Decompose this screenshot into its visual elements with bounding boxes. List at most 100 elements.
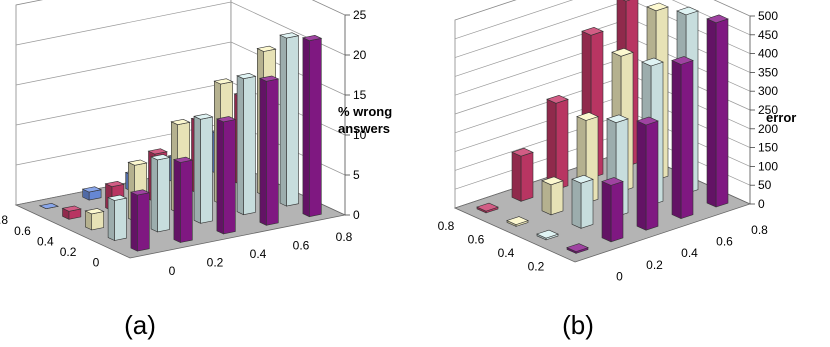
bar-side-face: [236, 75, 244, 216]
bar-side-face: [541, 180, 552, 216]
bar: [150, 154, 171, 233]
bar-front-face: [91, 211, 104, 231]
bar-top-face: [215, 116, 237, 123]
bar-top-face: [611, 47, 634, 57]
bar-side-face: [706, 18, 717, 208]
bar: [84, 208, 105, 231]
z-tick-label: 15: [353, 88, 367, 102]
bar: [61, 205, 82, 220]
y-tick-label: 0.6: [468, 232, 485, 246]
bar-top-face: [706, 14, 729, 24]
bar-front-face: [580, 178, 594, 229]
bar-top-face: [61, 205, 82, 212]
bar-top-face: [646, 2, 669, 12]
bar-top-face: [104, 180, 125, 188]
bar: [81, 186, 103, 201]
bar: [541, 176, 564, 216]
bar-top-face: [129, 189, 151, 196]
x-tick-label: 0.4: [681, 246, 698, 260]
bar-top-face: [84, 208, 105, 215]
y-tick-label: 0.8: [438, 219, 455, 233]
bar: [301, 34, 323, 218]
bar-side-face: [279, 34, 287, 207]
bar: [511, 147, 534, 202]
bar-front-face: [223, 119, 236, 235]
z-tick-label: 0: [353, 208, 360, 222]
bar-side-face: [130, 191, 138, 252]
bar-top-face: [541, 176, 564, 186]
y-tick-label: 0.6: [14, 224, 31, 238]
bar: [215, 116, 237, 235]
y-tick-label: 0.4: [498, 246, 515, 260]
bar-front-face: [265, 78, 279, 226]
bar-front-face: [550, 180, 564, 216]
bar-side-face: [173, 159, 181, 243]
bar: [571, 174, 594, 229]
bar: [706, 14, 729, 208]
bar: [279, 32, 300, 207]
bar: [258, 75, 280, 226]
bar-side-face: [546, 98, 557, 191]
bar-front-face: [200, 116, 213, 224]
z-tick-label: 100: [758, 159, 778, 173]
bar-top-face: [671, 56, 694, 65]
z-tick-label: 200: [758, 122, 778, 136]
bar-front-face: [180, 159, 193, 243]
bar-front-face: [114, 197, 127, 241]
z-tick-label: 25: [353, 8, 367, 22]
bar-side-face: [511, 151, 522, 202]
bar-top-face: [636, 116, 659, 126]
z-axis-label: answers: [338, 121, 390, 136]
z-tick-label: 20: [353, 48, 367, 62]
bar-top-face: [581, 26, 604, 36]
x-tick-label: 0.4: [250, 247, 267, 261]
bar-top-face: [170, 118, 191, 126]
bar-top-face: [279, 32, 300, 39]
z-tick-label: 0: [758, 197, 765, 211]
bar-top-face: [641, 57, 664, 67]
bar: [671, 56, 694, 220]
x-tick-label: 0.8: [336, 230, 353, 244]
bar-top-face: [81, 186, 103, 193]
bar-top-face: [476, 202, 499, 212]
bar-top-face: [606, 114, 629, 124]
bar-top-face: [301, 34, 323, 42]
bar: [38, 202, 60, 210]
bar: [107, 194, 128, 241]
bar: [566, 243, 589, 254]
y-tick-label: 0.2: [528, 259, 545, 273]
bar-front-face: [308, 37, 322, 218]
bar: [236, 72, 257, 216]
bar-top-face: [127, 159, 148, 166]
bar: [636, 116, 659, 231]
bar-front-face: [157, 157, 170, 233]
bar-front-face: [610, 181, 624, 243]
bar-top-face: [546, 94, 569, 104]
bar-side-face: [216, 118, 224, 235]
bar: [506, 216, 529, 227]
z-tick-label: 10: [353, 128, 367, 142]
bar-top-face: [236, 72, 257, 80]
bar-side-face: [259, 77, 267, 226]
bar-front-face: [555, 98, 569, 191]
bar-side-face: [601, 180, 612, 243]
bar: [546, 94, 569, 191]
z-tick-label: 300: [758, 84, 778, 98]
bar-side-face: [302, 37, 310, 218]
bar-top-face: [150, 154, 171, 161]
caption-a: (a): [124, 310, 156, 340]
bar-front-face: [137, 192, 150, 252]
bar-front-face: [645, 120, 659, 231]
bar-side-face: [150, 156, 158, 233]
x-tick-label: 0.8: [751, 223, 768, 237]
z-tick-label: 450: [758, 28, 778, 42]
x-tick-label: 0: [169, 264, 176, 278]
bar-top-face: [172, 156, 194, 163]
bar-side-face: [671, 59, 682, 220]
gridline: [454, 0, 751, 40]
bar-top-face: [506, 216, 529, 225]
bar: [476, 202, 499, 214]
z-tick-label: 150: [758, 141, 778, 155]
